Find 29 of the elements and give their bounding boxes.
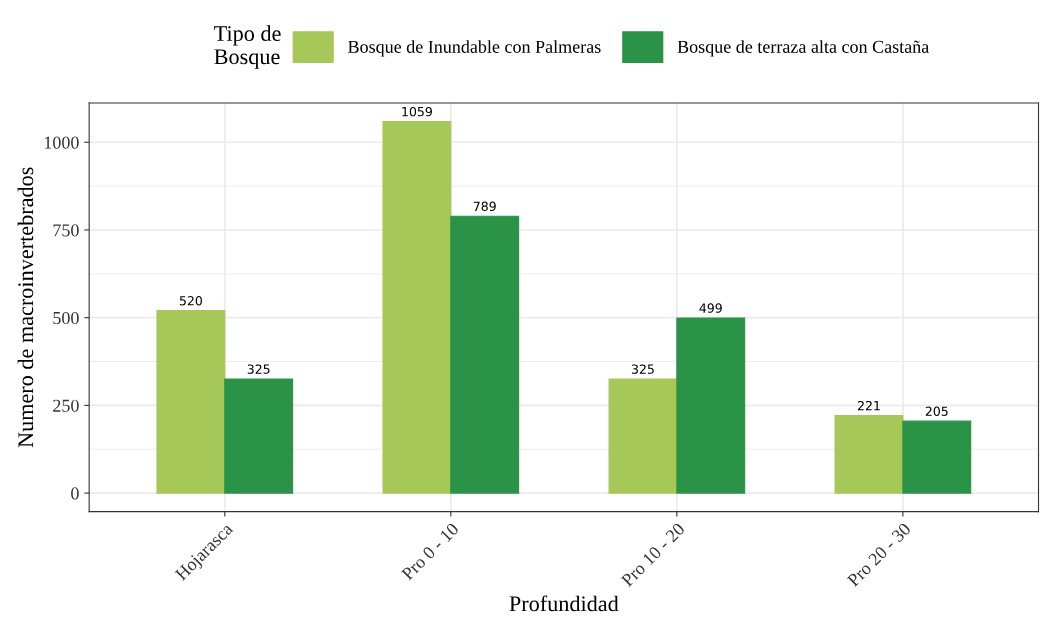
data-label: 499 [699,303,722,313]
y-axis-title: Numero de macroinvertebrados [17,167,34,448]
data-label: 205 [925,406,948,416]
bar [382,120,452,494]
legend-label: Bosque de terraza alta con Castaña [677,40,929,57]
y-tick-label: 250 [53,399,79,412]
data-label: 520 [179,296,202,306]
legend-title: Tipo de Bosque [214,25,281,69]
data-label: 221 [857,400,880,411]
y-tick-label: 0 [71,487,79,500]
bar [834,414,904,494]
data-label: 325 [631,364,654,374]
bar [676,317,746,494]
bar [224,378,294,494]
x-tick-label: Pro 0 - 10 [400,522,460,581]
bar [902,420,972,494]
data-label: 789 [473,201,496,212]
bar [608,378,678,494]
x-tick-label: Pro 20 - 30 [846,522,912,588]
x-axis-title: Profundidad [509,595,619,612]
data-label: 325 [247,364,270,374]
y-tick-label: 750 [53,224,79,237]
bar [156,310,226,494]
y-tick-label: 1000 [44,136,79,149]
bar [450,215,520,494]
data-label: 1059 [402,106,432,117]
y-tick-label: 500 [53,311,79,325]
x-tick-label: Pro 10 - 20 [620,522,686,588]
legend-label: Bosque de Inundable con Palmeras [348,40,601,57]
